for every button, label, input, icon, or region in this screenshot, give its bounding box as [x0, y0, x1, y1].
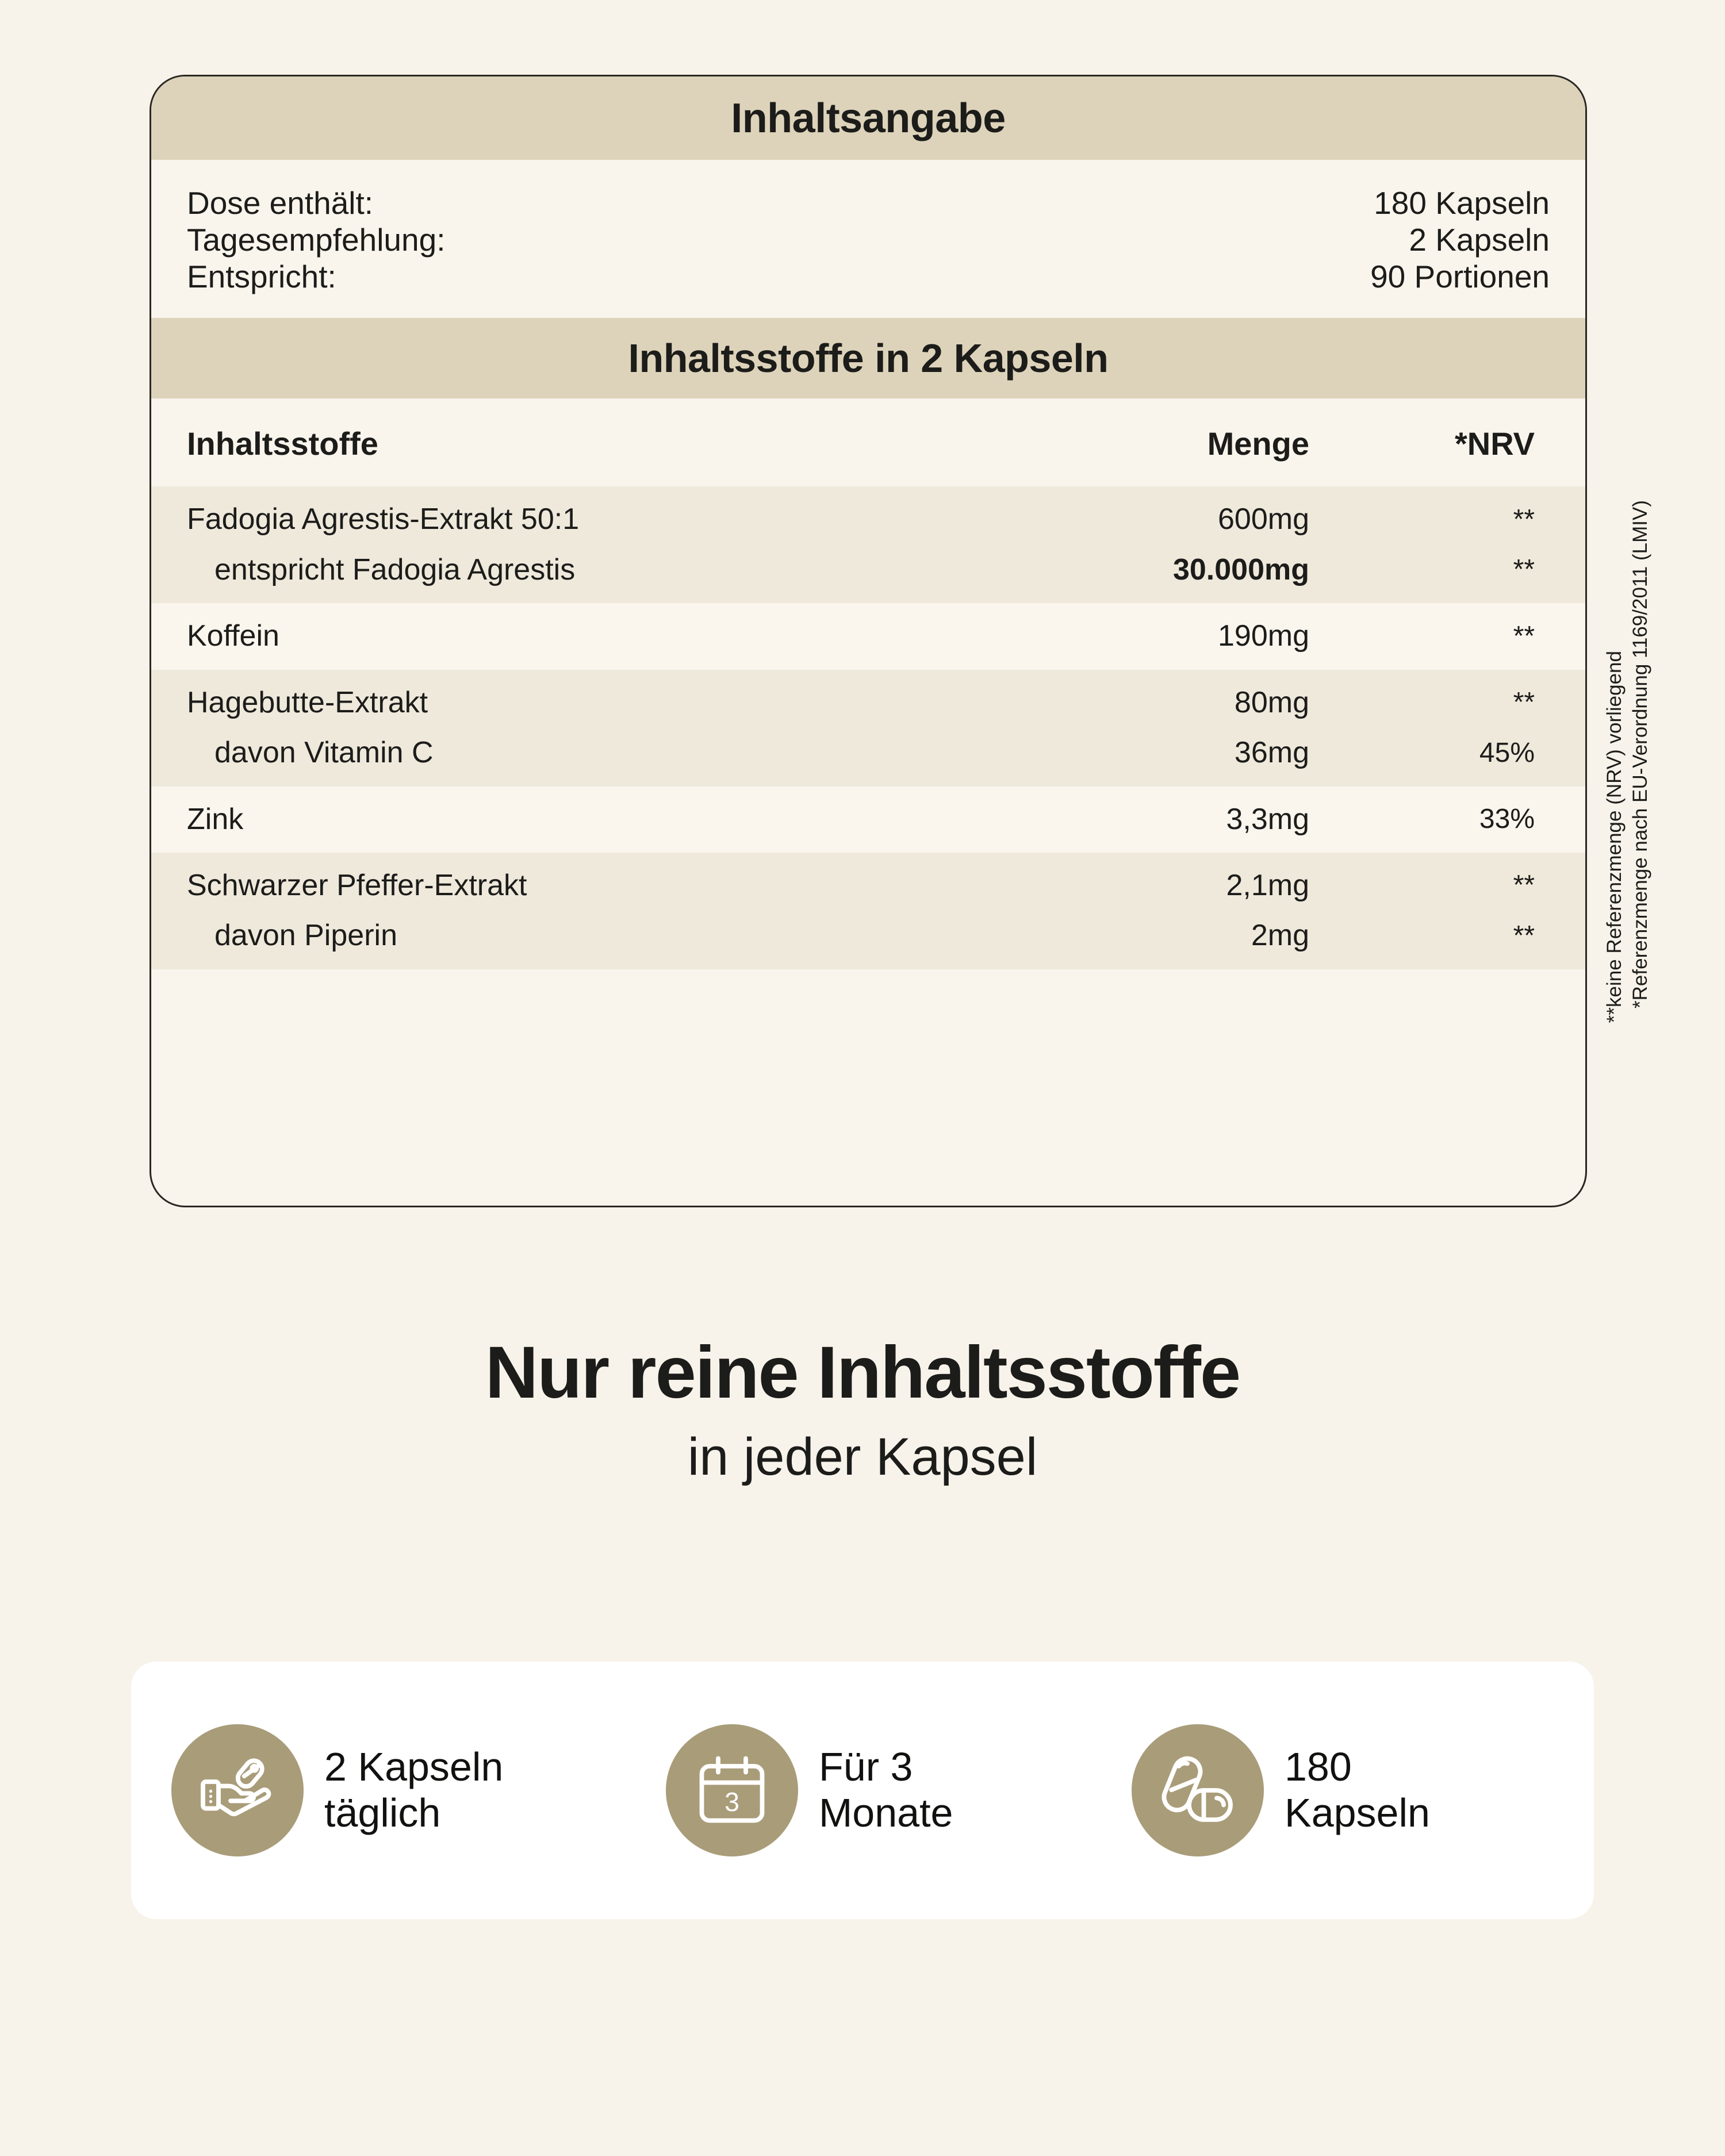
ingredient-name: entspricht Fadogia Agrestis — [151, 544, 1025, 604]
feature-label-duration: Für 3 Monate — [819, 1744, 953, 1836]
ingredient-name: Schwarzer Pfeffer-Extrakt — [151, 853, 1025, 911]
svg-text:3: 3 — [724, 1787, 739, 1817]
two-capsules-icon — [1132, 1724, 1264, 1856]
table-row: entspricht Fadogia Agrestis 30.000mg ** — [151, 544, 1585, 604]
headline-block: Nur reine Inhaltsstoffe in jeder Kapsel — [0, 1334, 1725, 1487]
ingredient-nrv: ** — [1330, 603, 1585, 670]
ingredient-amount: 2mg — [1025, 911, 1330, 969]
ingredient-nrv: ** — [1330, 669, 1585, 728]
table-row: Zink 3,3mg 33% — [151, 786, 1585, 853]
page-subtitle: in jeder Kapsel — [687, 1427, 1038, 1486]
feature-line-1: Für 3 — [819, 1744, 913, 1790]
summary-row: Dose enthält: 180 Kapseln — [187, 185, 1550, 222]
table-row: davon Vitamin C 36mg 45% — [151, 728, 1585, 787]
column-header-amount: Menge — [1207, 425, 1309, 462]
ingredient-name: davon Vitamin C — [151, 728, 1025, 787]
column-header-nrv: *NRV — [1454, 425, 1535, 462]
feature-item-count: 180 Kapseln — [1132, 1724, 1580, 1856]
summary-value: 90 Portionen — [1370, 258, 1550, 294]
feature-item-duration: 3 Für 3 Monate — [666, 1724, 1132, 1856]
ingredient-name: Fadogia Agrestis-Extrakt 50:1 — [151, 486, 1025, 545]
panel-header-title: Inhaltsangabe — [731, 95, 1006, 141]
feature-card: 2 Kapseln täglich 3 Für 3 Monate — [131, 1662, 1594, 1919]
feature-line-1: 2 Kapseln — [324, 1744, 504, 1790]
table-row: Fadogia Agrestis-Extrakt 50:1 600mg ** — [151, 486, 1585, 545]
footnotes: *Referenzmenge nach EU-Verordnung 1169/2… — [1603, 500, 1651, 1213]
ingredient-nrv: 45% — [1330, 728, 1585, 787]
summary-row: Entspricht: 90 Portionen — [187, 259, 1550, 296]
ingredient-amount: 80mg — [1025, 669, 1330, 728]
ingredient-amount: 2,1mg — [1025, 853, 1330, 911]
footnote-no-nrv: **keine Referenzmenge (NRV) vorliegend — [1603, 651, 1626, 1023]
ingredient-amount: 3,3mg — [1025, 786, 1330, 853]
ingredient-name: Hagebutte-Extrakt — [151, 669, 1025, 728]
footnote-nrv-reference: *Referenzmenge nach EU-Verordnung 1169/2… — [1629, 500, 1651, 1008]
feature-label-dosage: 2 Kapseln täglich — [324, 1744, 503, 1836]
ingredient-amount: 30.000mg — [1025, 544, 1330, 604]
ingredient-nrv: 33% — [1330, 786, 1585, 853]
ingredients-header-band: Inhaltsstoffe in 2 Kapseln — [151, 318, 1585, 399]
ingredient-amount: 600mg — [1025, 486, 1330, 545]
feature-line-2: Kapseln — [1285, 1790, 1430, 1835]
page-title: Nur reine Inhaltsstoffe — [485, 1332, 1241, 1414]
summary-value: 180 Kapseln — [1374, 185, 1550, 221]
panel-header-band: Inhaltsangabe — [151, 76, 1585, 160]
feature-line-1: 180 — [1285, 1744, 1352, 1790]
table-header-row: Inhaltsstoffe Menge *NRV — [151, 398, 1585, 486]
ingredient-amount: 36mg — [1025, 728, 1330, 787]
ingredient-name: davon Piperin — [151, 911, 1025, 969]
table-row: Hagebutte-Extrakt 80mg ** — [151, 669, 1585, 728]
ingredient-nrv: ** — [1330, 911, 1585, 969]
ingredient-amount: 190mg — [1025, 603, 1330, 670]
feature-line-2: täglich — [324, 1790, 441, 1835]
summary-value: 2 Kapseln — [1409, 221, 1550, 258]
summary-label: Dose enthält: — [187, 185, 374, 221]
ingredient-name: Zink — [151, 786, 1025, 853]
feature-line-2: Monate — [819, 1790, 953, 1835]
ingredient-name: Koffein — [151, 603, 1025, 670]
table-row: davon Piperin 2mg ** — [151, 911, 1585, 969]
nutrition-panel: Inhaltsangabe Dose enthält: 180 Kapseln … — [150, 75, 1587, 1207]
feature-item-dosage: 2 Kapseln täglich — [171, 1724, 666, 1856]
ingredients-table-body: Fadogia Agrestis-Extrakt 50:1 600mg ** e… — [151, 486, 1585, 969]
ingredient-nrv: ** — [1330, 544, 1585, 604]
column-header-name: Inhaltsstoffe — [187, 425, 378, 462]
table-row: Koffein 190mg ** — [151, 603, 1585, 670]
calendar-3-icon: 3 — [666, 1724, 798, 1856]
serving-summary: Dose enthält: 180 Kapseln Tagesempfehlun… — [151, 160, 1585, 318]
hand-with-capsule-icon — [171, 1724, 304, 1856]
summary-label: Entspricht: — [187, 258, 336, 294]
table-row: Schwarzer Pfeffer-Extrakt 2,1mg ** — [151, 853, 1585, 911]
summary-row: Tagesempfehlung: 2 Kapseln — [187, 222, 1550, 259]
ingredients-header-title: Inhaltsstoffe in 2 Kapseln — [628, 336, 1109, 381]
feature-label-count: 180 Kapseln — [1285, 1744, 1430, 1836]
ingredient-nrv: ** — [1330, 853, 1585, 911]
ingredients-table: Inhaltsstoffe Menge *NRV Fadogia Agresti… — [151, 398, 1585, 969]
summary-label: Tagesempfehlung: — [187, 221, 446, 258]
ingredient-nrv: ** — [1330, 486, 1585, 545]
